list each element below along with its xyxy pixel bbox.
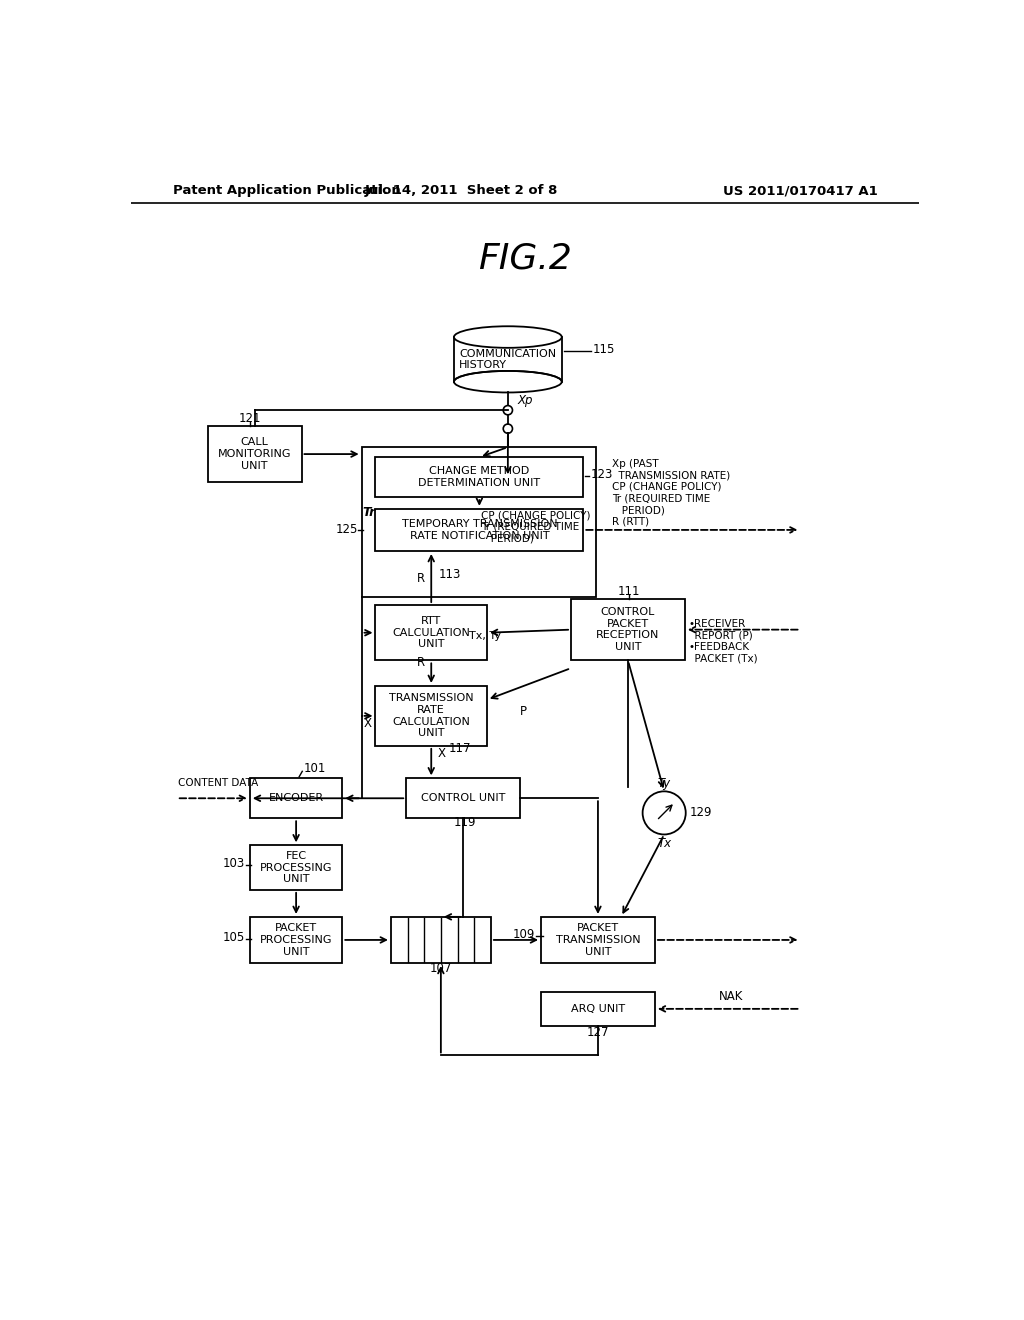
FancyBboxPatch shape [250,917,342,964]
Text: Tx, Ty: Tx, Ty [469,631,501,640]
Text: 111: 111 [617,585,640,598]
Text: Jul. 14, 2011  Sheet 2 of 8: Jul. 14, 2011 Sheet 2 of 8 [365,185,558,197]
Text: COMMUNICATION
HISTORY: COMMUNICATION HISTORY [460,348,556,370]
FancyBboxPatch shape [376,457,584,498]
FancyBboxPatch shape [391,917,490,964]
Text: CONTENT DATA: CONTENT DATA [178,779,258,788]
FancyBboxPatch shape [541,917,655,964]
Text: CP (CHANGE POLICY)
Tr (REQUIRED TIME
   PERIOD): CP (CHANGE POLICY) Tr (REQUIRED TIME PER… [481,511,591,544]
Text: Tr: Tr [362,506,376,519]
Text: ENCODER: ENCODER [268,793,324,804]
FancyBboxPatch shape [376,508,584,552]
Bar [458,917,474,962]
FancyBboxPatch shape [571,599,685,660]
Ellipse shape [454,326,562,348]
FancyBboxPatch shape [541,991,655,1026]
Text: FEC
PROCESSING
UNIT: FEC PROCESSING UNIT [260,851,333,884]
FancyBboxPatch shape [208,426,301,482]
Text: R: R [417,572,425,585]
Text: 113: 113 [439,568,462,581]
Text: PACKET
PROCESSING
UNIT: PACKET PROCESSING UNIT [260,924,333,957]
Text: Xp (PAST
  TRANSMISSION RATE)
CP (CHANGE POLICY)
Tr (REQUIRED TIME
   PERIOD)
R : Xp (PAST TRANSMISSION RATE) CP (CHANGE P… [611,459,730,527]
Text: 127: 127 [587,1026,609,1039]
Text: 101: 101 [304,762,327,775]
Text: 129: 129 [689,807,712,820]
Text: PACKET
TRANSMISSION
UNIT: PACKET TRANSMISSION UNIT [556,924,640,957]
Text: CONTROL UNIT: CONTROL UNIT [421,793,506,804]
Text: 119: 119 [454,816,476,829]
Bar [474,917,490,962]
Text: X: X [437,747,445,760]
FancyBboxPatch shape [361,447,596,597]
FancyBboxPatch shape [250,779,342,818]
Text: US 2011/0170417 A1: US 2011/0170417 A1 [723,185,878,197]
Text: CHANGE METHOD
DETERMINATION UNIT: CHANGE METHOD DETERMINATION UNIT [419,466,541,488]
FancyBboxPatch shape [376,686,487,746]
Text: R: R [417,656,425,669]
Text: NAK: NAK [719,990,743,1003]
Text: 115: 115 [593,343,615,356]
Text: 105: 105 [222,931,245,944]
Text: 107: 107 [430,962,452,975]
Text: 123: 123 [591,467,613,480]
Text: 117: 117 [449,742,471,755]
Text: RTT
CALCULATION
UNIT: RTT CALCULATION UNIT [392,616,470,649]
FancyBboxPatch shape [250,845,342,890]
Text: TEMPORARY TRANSMISSION
RATE NOTIFICATION UNIT: TEMPORARY TRANSMISSION RATE NOTIFICATION… [401,519,557,541]
Text: 109: 109 [512,928,535,941]
Text: Ty: Ty [657,777,671,791]
Text: Xp: Xp [517,395,532,408]
Text: CONTROL
PACKET
RECEPTION
UNIT: CONTROL PACKET RECEPTION UNIT [596,607,659,652]
Text: X: X [364,717,372,730]
Text: Patent Application Publication: Patent Application Publication [173,185,400,197]
Text: ARQ UNIT: ARQ UNIT [571,1005,625,1014]
Text: 103: 103 [222,857,245,870]
Ellipse shape [454,371,562,392]
FancyBboxPatch shape [376,605,487,660]
Text: FIG.2: FIG.2 [478,242,571,276]
FancyBboxPatch shape [407,779,520,818]
Text: CALL
MONITORING
UNIT: CALL MONITORING UNIT [218,437,291,471]
Text: Tx: Tx [657,837,672,850]
Bar [454,337,562,381]
Text: TRANSMISSION
RATE
CALCULATION
UNIT: TRANSMISSION RATE CALCULATION UNIT [389,693,473,738]
Text: •RECEIVER
  REPORT (P)
•FEEDBACK
  PACKET (Tx): •RECEIVER REPORT (P) •FEEDBACK PACKET (T… [688,619,758,664]
Text: 125: 125 [335,523,357,536]
Text: P: P [519,705,526,718]
Text: 121: 121 [239,412,261,425]
